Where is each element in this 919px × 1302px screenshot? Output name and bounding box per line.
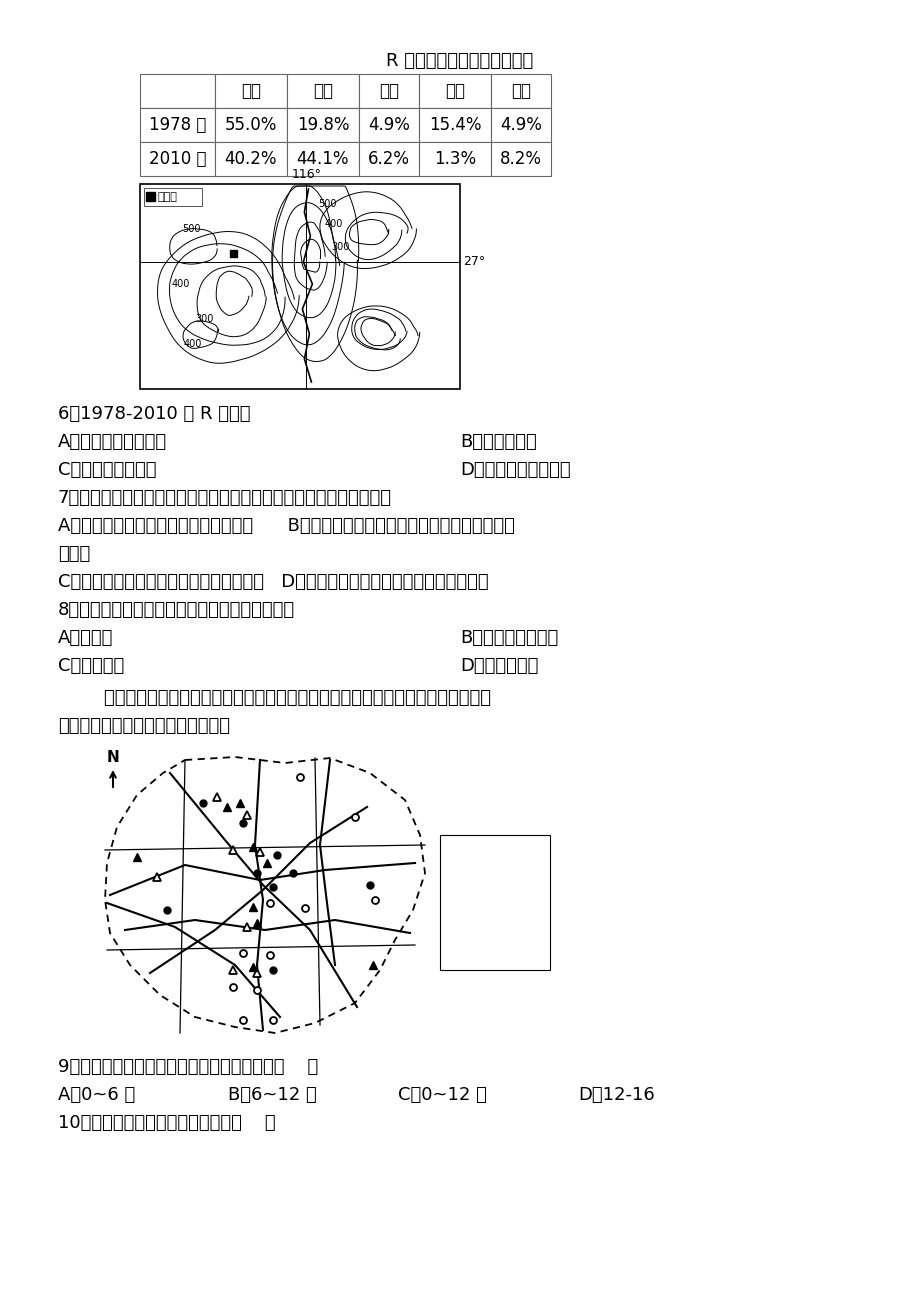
Text: 林地: 林地	[312, 82, 333, 100]
Text: B．成土母质含氮低: B．成土母质含氮低	[460, 629, 558, 647]
Text: 400: 400	[184, 339, 202, 349]
Text: 6-12岁: 6-12岁	[471, 907, 511, 921]
Text: 400: 400	[172, 279, 190, 289]
Bar	[144, 187, 202, 206]
Text: A．0~6 岁: A．0~6 岁	[58, 1086, 135, 1104]
Bar	[215, 74, 287, 108]
Text: 8．图示区域自然土壤有机质含量低的主要原因是: 8．图示区域自然土壤有机质含量低的主要原因是	[58, 602, 295, 618]
Text: B．6~12 岁: B．6~12 岁	[228, 1086, 316, 1104]
Bar	[140, 74, 215, 108]
Text: A．径流季节变化增大: A．径流季节变化增大	[58, 434, 167, 450]
Bar	[418, 74, 491, 108]
Bar	[439, 835, 550, 970]
Text: 荒地: 荒地	[445, 82, 464, 100]
Bar	[146, 191, 154, 201]
Text: 1978 年: 1978 年	[149, 116, 206, 134]
Text: 116°: 116°	[291, 168, 321, 181]
Text: 波鸿市位于德国鲁尔区，市区内地势平坦，下图示意波鸿市儿童游戏场地按不同年: 波鸿市位于德国鲁尔区，市区内地势平坦，下图示意波鸿市儿童游戏场地按不同年	[58, 689, 491, 707]
Text: 15.4%: 15.4%	[428, 116, 481, 134]
Text: C．矿产开采造成水资源枯竭；跨流域调水   D．矿产冶炼导致大气污染加剧；建硫酸厂: C．矿产开采造成水资源枯竭；跨流域调水 D．矿产冶炼导致大气污染加剧；建硫酸厂	[58, 573, 488, 591]
Bar	[418, 142, 491, 176]
Text: 6.2%: 6.2%	[368, 150, 410, 168]
Bar	[358, 74, 418, 108]
Text: 6．1978-2010 年 R 河流域: 6．1978-2010 年 R 河流域	[58, 405, 250, 423]
Text: 300: 300	[195, 314, 213, 324]
Text: A．温度高: A．温度高	[58, 629, 113, 647]
Bar	[287, 108, 358, 142]
Text: 19.8%: 19.8%	[297, 116, 349, 134]
Text: B．土壤层变薄: B．土壤层变薄	[460, 434, 536, 450]
Bar	[140, 108, 215, 142]
Text: 其他: 其他	[510, 82, 530, 100]
Text: 耕地: 耕地	[241, 82, 261, 100]
Text: 草地: 草地	[379, 82, 399, 100]
Text: 12-16岁: 12-16岁	[471, 927, 519, 940]
Bar	[230, 250, 237, 256]
Bar	[287, 74, 358, 108]
Text: 1.3%: 1.3%	[434, 150, 475, 168]
Text: 10．推测住宅区主要分布在该市的（    ）: 10．推测住宅区主要分布在该市的（ ）	[58, 1115, 276, 1131]
Text: 40.2%: 40.2%	[224, 150, 277, 168]
Bar	[140, 142, 215, 176]
Text: 0-12岁: 0-12岁	[471, 947, 511, 960]
Text: 400: 400	[324, 219, 343, 229]
Bar	[358, 108, 418, 142]
Text: 27°: 27°	[462, 255, 484, 268]
Bar	[358, 142, 418, 176]
Text: 4.9%: 4.9%	[500, 116, 541, 134]
Bar	[215, 142, 287, 176]
Text: 公路: 公路	[471, 867, 494, 880]
Text: D．地势起伏大: D．地势起伏大	[460, 658, 538, 674]
Text: 龄段分级分布。据此完成下面小题。: 龄段分级分布。据此完成下面小题。	[58, 717, 230, 736]
Bar	[491, 74, 550, 108]
Text: 4.9%: 4.9%	[368, 116, 410, 134]
Text: 500: 500	[318, 199, 336, 210]
Bar	[418, 108, 491, 142]
Text: A．露天开采引发地面沉降；填埋、复垦      B．矿产冶炼导致土壤酸性大幅度增强；使用石: A．露天开采引发地面沉降；填埋、复垦 B．矿产冶炼导致土壤酸性大幅度增强；使用石	[58, 517, 515, 535]
Text: D．12-16: D．12-16	[577, 1086, 654, 1104]
Bar	[287, 142, 358, 176]
Bar	[491, 108, 550, 142]
Text: N: N	[107, 750, 119, 766]
Text: 44.1%: 44.1%	[297, 150, 349, 168]
Text: 0-6岁: 0-6岁	[471, 887, 504, 900]
Text: C．植被稀疏: C．植被稀疏	[58, 658, 124, 674]
Text: C．生物多样性增加: C．生物多样性增加	[58, 461, 156, 479]
Text: 55.0%: 55.0%	[224, 116, 277, 134]
Text: 8.2%: 8.2%	[499, 150, 541, 168]
Text: 灰中和: 灰中和	[58, 546, 90, 562]
Text: C．0~12 岁: C．0~12 岁	[398, 1086, 486, 1104]
Bar	[140, 184, 459, 389]
Text: 9．波鸿市儿童游戏场地中服务范围最小的是（    ）: 9．波鸿市儿童游戏场地中服务范围最小的是（ ）	[58, 1059, 318, 1075]
Text: 黄铜矿: 黄铜矿	[158, 191, 177, 202]
Text: D．下游泥沙沉积增多: D．下游泥沙沉积增多	[460, 461, 570, 479]
Text: 7．黄铜矿的开发利用可能产生的环境问题及应对措施，叙述正确的是: 7．黄铜矿的开发利用可能产生的环境问题及应对措施，叙述正确的是	[58, 490, 391, 506]
Bar	[215, 108, 287, 142]
Text: R 河流域土地利用结构变化表: R 河流域土地利用结构变化表	[386, 52, 533, 70]
Text: 市界: 市界	[471, 848, 494, 861]
Text: 500: 500	[182, 224, 200, 234]
Text: 300: 300	[331, 242, 349, 253]
Bar	[491, 142, 550, 176]
Text: 2010 年: 2010 年	[149, 150, 206, 168]
